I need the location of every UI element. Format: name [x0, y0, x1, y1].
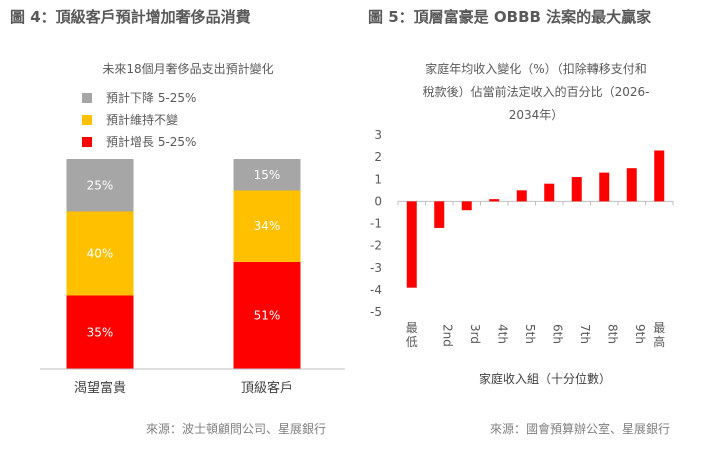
right-y-tick-label-1: 2 — [374, 150, 382, 164]
right-y-tick-label-6: -3 — [370, 261, 382, 275]
legend-label-same: 預計維持不變 — [106, 112, 178, 127]
left-source-note: 來源：波士頓顧問公司、星展銀行 — [146, 422, 327, 436]
right-bar-1 — [434, 201, 445, 228]
right-chart-title-line-3: 2034年） — [509, 108, 564, 122]
right-chart-title-line-1: 家庭年均收入變化（%）（扣除轉移支付和 — [425, 61, 646, 76]
left-figure-title: 圖 4：頂級客戶預計增加奢侈品消費 — [10, 8, 251, 26]
right-x-axis-title: 家庭收入組（十分位數） — [479, 371, 611, 386]
left-category-label-top: 頂級客戶 — [241, 380, 293, 396]
legend-swatch-decrease — [82, 93, 92, 103]
left-bars: 35% 40% 25% 51% 34% 15% — [66, 159, 301, 369]
left-legend: 預計下降 5-25% 預計維持不變 預計增長 5-25% — [82, 90, 196, 149]
right-y-axis-ticks: 3 2 1 0 -1 -2 -3 -4 -5 — [370, 128, 382, 319]
left-bar-segment-0-1 — [66, 211, 134, 296]
income-change-bar-chart: 家庭年均收入變化（%）（扣除轉移支付和 稅款後）佔當前法定收入的百分比（2026… — [370, 61, 674, 386]
left-category-label-aspiring: 渴望富貴 — [74, 380, 126, 396]
right-category-label-0: 最低 — [406, 321, 418, 349]
right-category-label-5: 6th — [550, 324, 564, 344]
right-bars — [406, 150, 665, 288]
left-bar-data-label-0-2: 25% — [87, 178, 114, 192]
right-bar-9 — [654, 150, 665, 202]
right-source-note: 來源：國會預算辦公室、星展銀行 — [490, 422, 671, 436]
right-category-label-2: 3rd — [468, 324, 482, 344]
right-bar-0 — [406, 201, 417, 288]
right-bar-7 — [599, 172, 610, 202]
right-category-label-7: 8th — [605, 324, 619, 344]
right-bar-6 — [571, 177, 582, 202]
left-bar-data-label-1-0: 51% — [254, 308, 281, 322]
right-figure-title: 圖 5：頂層富豪是 OBBB 法案的最大贏家 — [368, 8, 652, 26]
right-y-tick-label-4: -1 — [370, 217, 382, 231]
left-chart-title: 未來18個月奢侈品支出預計變化 — [102, 61, 273, 76]
left-bar-segment-1-1 — [233, 190, 301, 262]
left-bar-segment-1-0 — [233, 261, 301, 369]
right-bar-3 — [489, 199, 500, 202]
left-bar-segment-0-2 — [66, 159, 134, 212]
left-bar-data-label-0-0: 35% — [87, 325, 114, 339]
right-category-label-9: 最高 — [653, 321, 665, 349]
left-bar-segment-0-0 — [66, 295, 134, 369]
right-category-label-3: 4th — [495, 324, 509, 344]
right-category-label-4: 5th — [523, 324, 537, 344]
right-bar-2 — [461, 201, 472, 211]
right-y-tick-label-2: 1 — [374, 172, 382, 186]
legend-label-increase: 預計增長 5-25% — [106, 134, 196, 149]
left-bar-data-label-0-1: 40% — [87, 247, 114, 261]
legend-swatch-same — [82, 115, 92, 125]
right-category-label-1: 2nd — [440, 324, 454, 347]
right-bar-5 — [544, 183, 555, 202]
left-bar-segment-1-2 — [233, 159, 301, 191]
stacked-bar-chart: 未來18個月奢侈品支出預計變化 預計下降 5-25% 預計維持不變 預計增長 5… — [40, 61, 345, 396]
right-y-tick-label-5: -2 — [370, 239, 382, 253]
legend-swatch-increase — [82, 137, 92, 147]
right-bar-8 — [626, 168, 637, 202]
right-category-label-6: 7th — [578, 324, 592, 344]
left-bar-data-label-1-2: 15% — [254, 168, 281, 182]
right-category-labels: 最低 2nd 3rd 4th 5th 6th 7th 8th 9th 最高 — [406, 321, 666, 349]
right-bar-4 — [516, 190, 527, 202]
right-chart-title-line-2: 稅款後）佔當前法定收入的百分比（2026- — [423, 84, 650, 99]
right-y-tick-label-0: 3 — [374, 128, 382, 142]
legend-label-decrease: 預計下降 5-25% — [106, 90, 196, 105]
right-category-label-8: 9th — [633, 324, 647, 344]
left-bar-data-label-1-1: 34% — [254, 219, 281, 233]
right-y-tick-label-7: -4 — [370, 283, 382, 297]
right-y-tick-label-8: -5 — [370, 305, 382, 319]
right-y-tick-label-3: 0 — [374, 194, 382, 208]
